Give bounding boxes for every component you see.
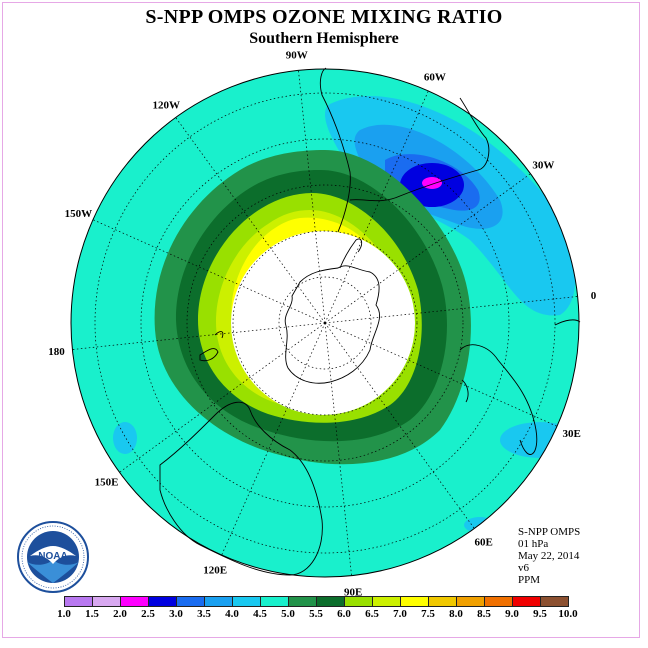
legend-tick-label: 6.5 — [365, 608, 379, 620]
legend-swatch — [456, 596, 485, 607]
contour-low-patch-west — [113, 422, 137, 454]
latitude-circle — [186, 184, 464, 462]
legend-tick-label: 1.5 — [85, 608, 99, 620]
legend-tick-label: 4.5 — [253, 608, 267, 620]
legend-tick-label: 4.0 — [225, 608, 239, 620]
legend-swatch — [344, 596, 373, 607]
legend-tick-label: 9.5 — [533, 608, 547, 620]
latitude-circle — [278, 276, 372, 370]
legend-tick-label: 2.0 — [113, 608, 127, 620]
legend-swatch — [400, 596, 429, 607]
map-title: S-NPP OMPS OZONE MIXING RATIO — [145, 6, 503, 28]
legend-ticks: 1.0 1.5 2.0 2.5 3.0 3.5 4.0 4.5 5.0 5.5 6.0 6.5 7.0 7… — [0, 608, 648, 622]
legend-swatch — [92, 596, 121, 607]
info-line-pressure: 01 hPa — [518, 538, 549, 550]
longitude-label: 30W — [532, 159, 554, 171]
longitude-label: 0 — [591, 290, 597, 302]
australia-coast — [159, 401, 323, 576]
legend-swatch — [176, 596, 205, 607]
legend-tick-label: 10.0 — [558, 608, 578, 620]
south-america-coast — [319, 67, 490, 233]
info-line-units: PPM — [518, 574, 541, 586]
madagascar-coast — [461, 379, 469, 403]
legend-swatch — [148, 596, 177, 607]
color-legend — [64, 596, 569, 607]
legend-swatch — [120, 596, 149, 607]
info-line-version: v6 — [518, 562, 529, 574]
contour-low-2.0 — [422, 177, 442, 189]
longitude-labels: 90W 60W 30W 0 30E 60E 90E 120E 150E 180 150W 120W — [48, 49, 597, 598]
map-field — [71, 69, 579, 577]
longitude-label: 60E — [475, 536, 493, 548]
legend-tick-label: 6.0 — [337, 608, 351, 620]
legend-tick-label: 3.0 — [169, 608, 183, 620]
legend-swatch — [540, 596, 569, 607]
legend-tick-label: 5.0 — [281, 608, 295, 620]
longitude-label: 180 — [48, 346, 65, 358]
legend-swatch — [232, 596, 261, 607]
legend-tick-label: 8.0 — [449, 608, 463, 620]
latitude-circle — [232, 230, 418, 416]
contour-core — [231, 231, 415, 415]
legend-tick-label: 7.0 — [393, 608, 407, 620]
legend-swatch — [64, 596, 93, 607]
longitude-label: 30E — [562, 428, 580, 440]
noaa-logo: NOAA — [17, 521, 89, 593]
info-line-instrument: S-NPP OMPS — [518, 526, 581, 538]
longitude-label: 120E — [203, 565, 227, 577]
legend-swatch — [288, 596, 317, 607]
legend-swatch — [260, 596, 289, 607]
longitude-label: 120W — [153, 100, 181, 112]
legend-tick-label: 1.0 — [57, 608, 71, 620]
plot-frame — [2, 2, 640, 638]
longitude-label: 90W — [286, 49, 308, 61]
longitude-label: 150E — [95, 477, 119, 489]
new-zealand-coast — [199, 331, 224, 362]
longitude-label: 90E — [344, 587, 362, 599]
antarctica-coast — [284, 238, 381, 384]
legend-tick-label: 8.5 — [477, 608, 491, 620]
legend-swatch — [204, 596, 233, 607]
graticule — [72, 70, 578, 576]
contour-low-patch-south — [464, 517, 496, 533]
legend-tick-label: 2.5 — [141, 608, 155, 620]
info-line-date: May 22, 2014 — [518, 550, 580, 562]
noaa-logo-text: NOAA — [38, 551, 67, 562]
legend-swatch — [428, 596, 457, 607]
legend-swatch — [484, 596, 513, 607]
map-subtitle: Southern Hemisphere — [249, 30, 399, 47]
legend-tick-label: 7.5 — [421, 608, 435, 620]
latitude-circle — [94, 92, 556, 554]
legend-tick-label: 5.5 — [309, 608, 323, 620]
latitude-circle — [140, 138, 510, 508]
map-boundary — [70, 68, 580, 578]
legend-tick-label: 9.0 — [505, 608, 519, 620]
legend-swatch — [372, 596, 401, 607]
longitude-label: 150W — [65, 208, 93, 220]
legend-tick-label: 3.5 — [197, 608, 211, 620]
legend-swatch — [316, 596, 345, 607]
longitude-label: 60W — [424, 71, 446, 83]
legend-swatch — [512, 596, 541, 607]
product-info: S-NPP OMPS 01 hPa May 22, 2014 v6 PPM — [518, 526, 580, 586]
